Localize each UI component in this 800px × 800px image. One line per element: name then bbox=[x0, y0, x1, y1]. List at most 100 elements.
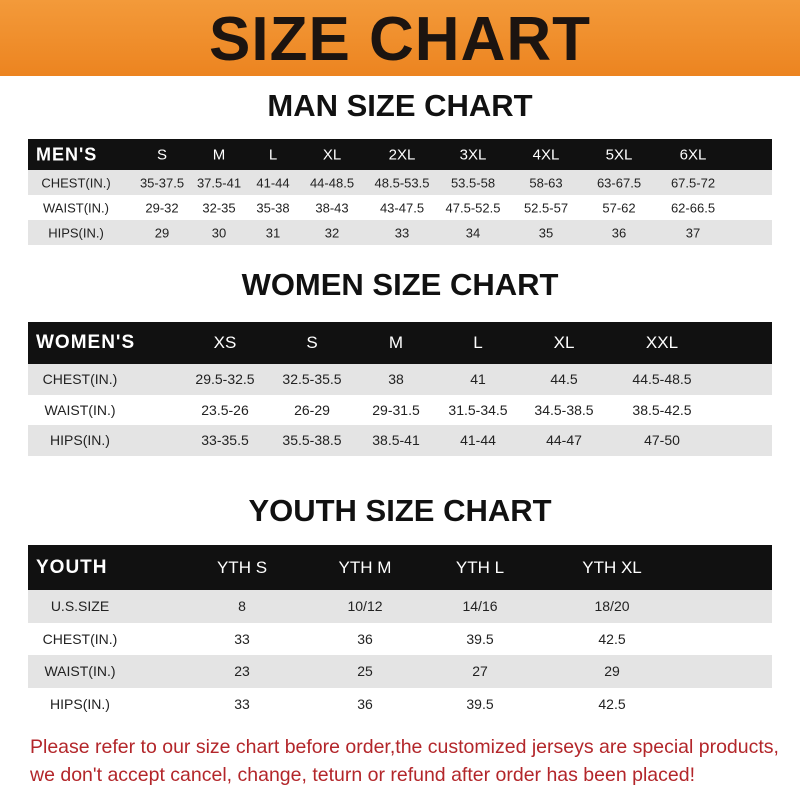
table-cell: 32-35 bbox=[202, 200, 236, 215]
size-header-cell: M bbox=[388, 333, 404, 352]
table-cell: 23 bbox=[234, 663, 250, 680]
table-cell: 58-63 bbox=[529, 175, 563, 190]
table-cell: 18/20 bbox=[594, 598, 630, 615]
women-size-table: WOMEN'S XS S M L XL XXL CHEST(IN.) 29.5-32.5 32.5… bbox=[28, 322, 772, 456]
measure-label-cell: HIPS(IN.) bbox=[48, 225, 104, 240]
table-cell: 31 bbox=[265, 225, 281, 240]
men-heading: MAN SIZE CHART bbox=[267, 88, 533, 123]
page-title: SIZE CHART bbox=[209, 5, 591, 74]
table-cell: 44.5-48.5 bbox=[632, 371, 692, 388]
table-cell: 25 bbox=[357, 663, 373, 680]
size-header-cell: 5XL bbox=[605, 146, 633, 163]
notice-line-2: we don't accept cancel, change, teturn o… bbox=[30, 764, 695, 786]
table-cell: 52.5-57 bbox=[523, 200, 569, 215]
size-header-cell: L bbox=[473, 333, 483, 352]
title-banner: SIZE CHART bbox=[0, 0, 800, 76]
table-cell: 63-67.5 bbox=[596, 175, 642, 190]
table-header-row: WOMEN'S XS S M L XL XXL bbox=[28, 322, 772, 364]
table-cell: 42.5 bbox=[598, 630, 626, 647]
table-cell: 47.5-52.5 bbox=[445, 200, 501, 215]
table-row: CHEST(IN.) 29.5-32.5 32.5-35.5 38 41 44.5 44.5… bbox=[28, 364, 772, 395]
size-header-cell: L bbox=[268, 146, 278, 163]
size-header-cell: 3XL bbox=[459, 146, 487, 163]
table-cell: 38.5-42.5 bbox=[632, 401, 692, 418]
size-header-cell: 6XL bbox=[679, 146, 707, 163]
table-cell: 23.5-26 bbox=[201, 401, 249, 418]
table-cell: 27 bbox=[472, 663, 488, 680]
measure-label-cell: WAIST(IN.) bbox=[44, 663, 116, 680]
measure-label-cell: CHEST(IN.) bbox=[41, 175, 111, 190]
size-header-cell: M bbox=[212, 146, 226, 163]
table-cell: 35.5-38.5 bbox=[282, 432, 342, 449]
table-row: HIPS(IN.) 33 36 39.5 42.5 bbox=[28, 687, 772, 720]
table-cell: 34 bbox=[465, 225, 481, 240]
table-row: CHEST(IN.) 33 36 39.5 42.5 bbox=[28, 622, 772, 655]
size-header-cell: XL bbox=[322, 146, 342, 163]
table-cell: 48.5-53.5 bbox=[374, 175, 430, 190]
table-cell: 8 bbox=[238, 598, 246, 615]
table-row: WAIST(IN.) 23.5-26 26-29 29-31.5 31.5-34.5 34… bbox=[28, 394, 772, 425]
table-cell: 35-38 bbox=[256, 200, 290, 215]
table-cell: 57-62 bbox=[602, 200, 636, 215]
table-cell: 47-50 bbox=[644, 432, 680, 449]
table-row: CHEST(IN.) 35-37.5 37.5-41 41-44 44-48.5 48.5… bbox=[28, 170, 772, 195]
measure-label-cell: U.S.SIZE bbox=[50, 598, 110, 615]
table-title-cell: YOUTH bbox=[36, 556, 108, 578]
table-cell: 44.5 bbox=[550, 371, 578, 388]
table-header-row: MEN'S S M L XL 2XL 3XL 4XL 5XL 6XL bbox=[28, 139, 772, 170]
table-cell: 33-35.5 bbox=[201, 432, 249, 449]
men-size-table: MEN'S S M L XL 2XL 3XL 4XL 5XL 6XL CHEST(IN.) 35-37… bbox=[28, 139, 772, 245]
table-cell: 10/12 bbox=[347, 598, 383, 615]
measure-label-cell: CHEST(IN.) bbox=[42, 630, 118, 647]
size-header-cell: XS bbox=[213, 333, 237, 352]
table-cell: 39.5 bbox=[466, 630, 494, 647]
table-cell: 36 bbox=[357, 630, 373, 647]
table-cell: 33 bbox=[234, 630, 250, 647]
table-cell: 44-47 bbox=[546, 432, 582, 449]
table-row: WAIST(IN.) 23 25 27 29 bbox=[28, 655, 772, 688]
table-cell: 36 bbox=[611, 225, 627, 240]
table-row: U.S.SIZE 8 10/12 14/16 18/20 bbox=[28, 590, 772, 623]
table-cell: 41-44 bbox=[460, 432, 496, 449]
table-cell: 32.5-35.5 bbox=[282, 371, 342, 388]
table-cell: 67.5-72 bbox=[670, 175, 716, 190]
table-cell: 43-47.5 bbox=[379, 200, 425, 215]
table-row: WAIST(IN.) 29-32 32-35 35-38 38-43 43-47.5 47.… bbox=[28, 195, 772, 220]
size-header-cell: XL bbox=[553, 333, 575, 352]
table-row: HIPS(IN.) 29 30 31 32 33 34 35 36 37 bbox=[28, 220, 772, 245]
measure-label-cell: WAIST(IN.) bbox=[43, 200, 109, 215]
size-header-cell: XXL bbox=[645, 333, 679, 352]
table-cell: 36 bbox=[357, 695, 373, 712]
table-cell: 29-31.5 bbox=[372, 401, 420, 418]
table-cell: 42.5 bbox=[598, 695, 626, 712]
size-header-cell: YTH L bbox=[455, 557, 505, 577]
table-cell: 34.5-38.5 bbox=[534, 401, 594, 418]
table-cell: 26-29 bbox=[294, 401, 330, 418]
table-cell: 62-66.5 bbox=[670, 200, 716, 215]
size-header-cell: S bbox=[156, 146, 168, 163]
table-cell: 14/16 bbox=[462, 598, 498, 615]
table-cell: 29.5-32.5 bbox=[195, 371, 255, 388]
table-cell: 35-37.5 bbox=[139, 175, 185, 190]
youth-size-table: YOUTH YTH S YTH M YTH L YTH XL U.S.SIZE 8 10/12… bbox=[28, 545, 772, 720]
table-header-row: YOUTH YTH S YTH M YTH L YTH XL bbox=[28, 545, 772, 590]
table-cell: 33 bbox=[234, 695, 250, 712]
women-heading: WOMEN SIZE CHART bbox=[241, 267, 559, 302]
size-header-cell: YTH S bbox=[216, 557, 268, 577]
notice-line-1: Please refer to our size chart before or… bbox=[30, 736, 779, 758]
measure-label-cell: WAIST(IN.) bbox=[44, 401, 116, 418]
table-cell: 53.5-58 bbox=[450, 175, 496, 190]
table-row: HIPS(IN.) 33-35.5 35.5-38.5 38.5-41 41-44 44-… bbox=[28, 425, 772, 456]
table-cell: 37 bbox=[685, 225, 701, 240]
table-cell: 38 bbox=[388, 371, 404, 388]
youth-heading: YOUTH SIZE CHART bbox=[248, 493, 552, 528]
size-header-cell: YTH XL bbox=[582, 557, 642, 577]
size-header-cell: S bbox=[306, 333, 318, 352]
table-cell: 29 bbox=[604, 663, 620, 680]
size-header-cell: 2XL bbox=[388, 146, 416, 163]
table-cell: 37.5-41 bbox=[196, 175, 242, 190]
measure-label-cell: CHEST(IN.) bbox=[42, 371, 118, 388]
table-title-cell: WOMEN'S bbox=[36, 332, 136, 353]
table-cell: 44-48.5 bbox=[309, 175, 355, 190]
table-cell: 41-44 bbox=[256, 175, 290, 190]
